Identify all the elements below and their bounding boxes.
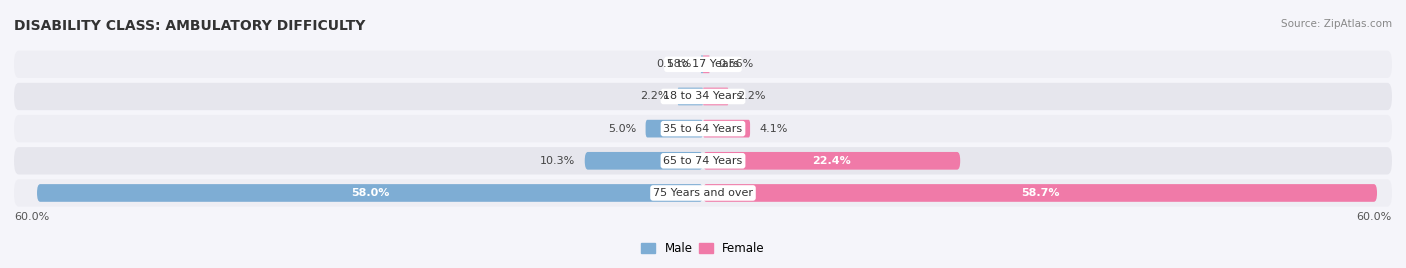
FancyBboxPatch shape: [37, 184, 703, 202]
Text: 35 to 64 Years: 35 to 64 Years: [664, 124, 742, 134]
FancyBboxPatch shape: [14, 83, 1392, 110]
FancyBboxPatch shape: [703, 120, 749, 137]
FancyBboxPatch shape: [14, 51, 1392, 78]
Text: 5 to 17 Years: 5 to 17 Years: [666, 59, 740, 69]
FancyBboxPatch shape: [645, 120, 703, 137]
FancyBboxPatch shape: [703, 88, 728, 105]
Text: 60.0%: 60.0%: [1357, 212, 1392, 222]
FancyBboxPatch shape: [703, 55, 710, 73]
FancyBboxPatch shape: [678, 88, 703, 105]
FancyBboxPatch shape: [14, 179, 1392, 207]
Legend: Male, Female: Male, Female: [637, 237, 769, 259]
Text: 2.2%: 2.2%: [640, 91, 669, 102]
FancyBboxPatch shape: [14, 147, 1392, 174]
Text: 58.7%: 58.7%: [1021, 188, 1059, 198]
FancyBboxPatch shape: [585, 152, 703, 170]
Text: 60.0%: 60.0%: [14, 212, 49, 222]
Text: 2.2%: 2.2%: [738, 91, 766, 102]
Text: 0.18%: 0.18%: [657, 59, 692, 69]
Text: 58.0%: 58.0%: [352, 188, 389, 198]
Text: 65 to 74 Years: 65 to 74 Years: [664, 156, 742, 166]
FancyBboxPatch shape: [703, 152, 960, 170]
Text: 5.0%: 5.0%: [609, 124, 637, 134]
Text: Source: ZipAtlas.com: Source: ZipAtlas.com: [1281, 19, 1392, 29]
Text: DISABILITY CLASS: AMBULATORY DIFFICULTY: DISABILITY CLASS: AMBULATORY DIFFICULTY: [14, 19, 366, 33]
FancyBboxPatch shape: [14, 115, 1392, 142]
Text: 4.1%: 4.1%: [759, 124, 787, 134]
Text: 0.56%: 0.56%: [718, 59, 754, 69]
Text: 22.4%: 22.4%: [813, 156, 851, 166]
FancyBboxPatch shape: [703, 184, 1376, 202]
Text: 18 to 34 Years: 18 to 34 Years: [664, 91, 742, 102]
Text: 75 Years and over: 75 Years and over: [652, 188, 754, 198]
FancyBboxPatch shape: [702, 55, 703, 73]
Text: 10.3%: 10.3%: [540, 156, 575, 166]
